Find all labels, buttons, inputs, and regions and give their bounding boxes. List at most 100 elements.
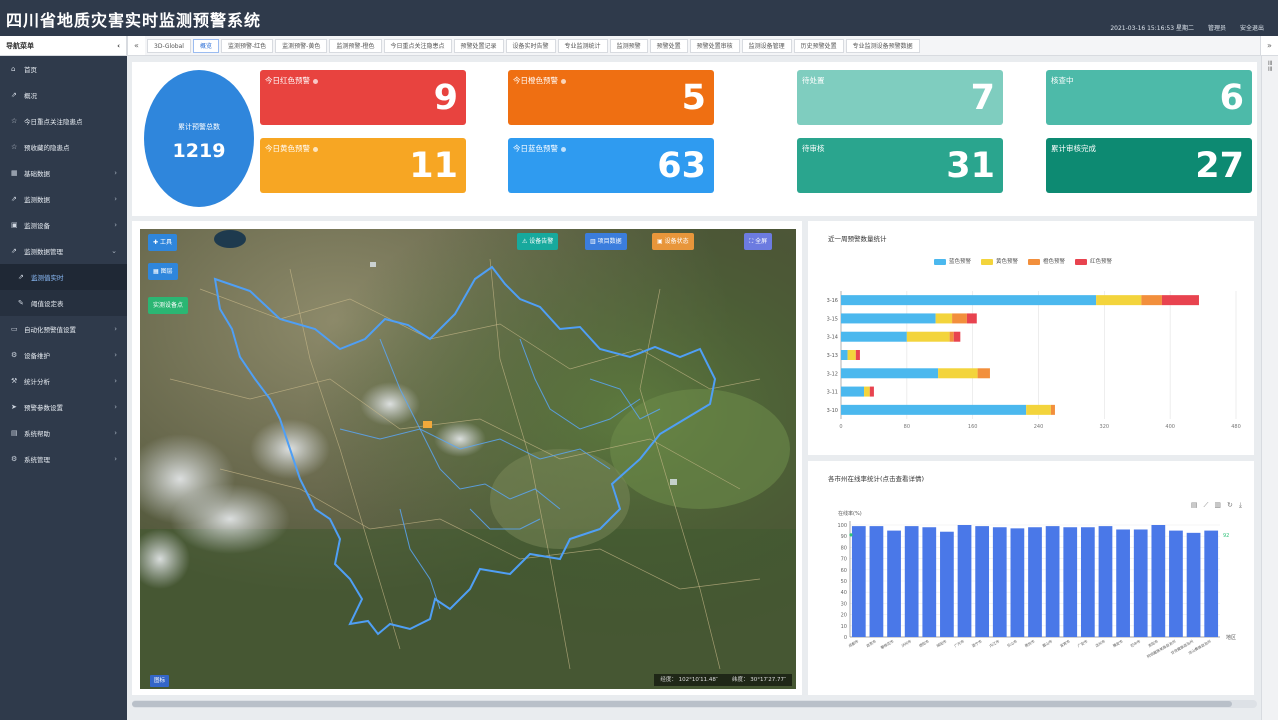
tab-4[interactable]: 监测预警-橙色 xyxy=(329,38,382,53)
collapse-icon[interactable]: ‹ xyxy=(117,41,120,50)
logout-link[interactable]: 安全退出 xyxy=(1239,25,1264,32)
stat-card-5[interactable]: 今日蓝色预警 63 xyxy=(508,138,714,193)
chart1-bar-segment[interactable] xyxy=(841,331,907,342)
stat-card-4[interactable]: 今日黄色预警 11 xyxy=(260,138,466,193)
legend-button[interactable]: 实测设备点 xyxy=(148,297,189,314)
chart2-bar[interactable] xyxy=(1098,526,1113,637)
tab-2[interactable]: 监测预警-红色 xyxy=(220,38,274,53)
chart1-bar-segment[interactable] xyxy=(906,331,950,342)
chart2-bar[interactable] xyxy=(957,525,972,637)
satellite-map[interactable]: ✚ 工具 ▦ 图层 实测设备点 ⚠ 设备告警 ▥ 项目数据 ▣ 设备状态 ⛶ 全… xyxy=(140,229,796,689)
chart1-bar-segment[interactable] xyxy=(952,313,967,324)
chart1-bar-segment[interactable] xyxy=(1141,295,1162,306)
chart1-bar-segment[interactable] xyxy=(841,368,939,379)
chart2-bar[interactable] xyxy=(1080,527,1095,637)
chart1-bar-segment[interactable] xyxy=(977,368,990,379)
chart1-bar-segment[interactable] xyxy=(953,331,961,342)
tab-5[interactable]: 今日重点关注隐患点 xyxy=(383,38,452,53)
chart1-bar-segment[interactable] xyxy=(1026,404,1051,415)
sidebar-item-0[interactable]: ⌂ 首页 xyxy=(0,56,127,82)
chart2-bar[interactable] xyxy=(869,526,884,637)
chart2-bar[interactable] xyxy=(940,531,954,637)
chart2-bar[interactable] xyxy=(1133,529,1148,637)
chart1-bar-segment[interactable] xyxy=(841,350,848,360)
device-status-button[interactable]: ▣ 设备状态 xyxy=(652,233,694,250)
chart2-bar[interactable] xyxy=(1169,530,1183,637)
sidebar-item-2[interactable]: ☆ 今日重点关注隐患点 xyxy=(0,108,127,134)
tab-9[interactable]: 监测预警 xyxy=(609,38,648,53)
fullscreen-button[interactable]: ⛶ 全屏 xyxy=(744,233,773,250)
chart2-title[interactable]: 各市州在线率统计(点击查看详情) xyxy=(828,475,925,483)
restore-icon[interactable]: ↻ xyxy=(1227,501,1233,509)
total-warnings-circle[interactable]: 累计预警总数 1219 xyxy=(144,70,254,207)
chart1-bar-segment[interactable] xyxy=(1161,295,1199,306)
chart2-bar[interactable] xyxy=(1010,528,1025,637)
chart1-bar-segment[interactable] xyxy=(841,295,1097,306)
chart1-bar-segment[interactable] xyxy=(841,386,865,397)
data-view-icon[interactable]: ▤ xyxy=(1190,501,1198,509)
tab-11[interactable]: 预警处置审核 xyxy=(689,38,740,53)
chart2-bar[interactable] xyxy=(992,527,1007,637)
tab-12[interactable]: 监测设备管理 xyxy=(741,38,792,53)
sidebar-item-12[interactable]: ⚒ 统计分析 › xyxy=(0,368,127,394)
gutter-menu-icon[interactable]: ≡≡ xyxy=(1266,60,1274,72)
chart1-bar-segment[interactable] xyxy=(966,313,977,324)
stat-card-0[interactable]: 今日红色预警 9 xyxy=(260,70,466,125)
tab-scroll-right-icon[interactable]: » xyxy=(1260,36,1278,55)
tab-10[interactable]: 预警处置 xyxy=(649,38,688,53)
layer-button[interactable]: ▦ 图层 xyxy=(148,263,178,280)
chart2-bar[interactable] xyxy=(1063,527,1078,637)
tab-7[interactable]: 设备实时告警 xyxy=(505,38,556,53)
sidebar-item-13[interactable]: ➤ 预警参数设置 › xyxy=(0,394,127,420)
legend-item-3[interactable]: 红色预警 xyxy=(1075,257,1112,265)
tab-scroll-left-icon[interactable]: « xyxy=(127,36,145,55)
horizontal-scrollbar[interactable] xyxy=(132,700,1257,708)
stat-card-1[interactable]: 今日橙色预警 5 xyxy=(508,70,714,125)
tab-1[interactable]: 概览 xyxy=(192,38,219,53)
chart1-bar-segment[interactable] xyxy=(869,386,874,397)
chart1-bar-segment[interactable] xyxy=(841,404,1027,415)
tool-button[interactable]: ✚ 工具 xyxy=(148,234,177,251)
sidebar-item-9[interactable]: ✎ 阈值设定表 xyxy=(0,290,127,316)
chart2-bar[interactable] xyxy=(887,530,901,637)
sidebar-item-8[interactable]: ⇗ 监测值实时 xyxy=(0,264,127,290)
chart1-canvas[interactable]: 0 80 160 240 320 400 480 3-16 3-15 3-14 3-13 3-12 3-… xyxy=(808,221,1254,455)
sidebar-item-7[interactable]: ⇗ 监测数据管理 ⌄ xyxy=(0,238,127,264)
line-chart-icon[interactable]: ⟋ xyxy=(1203,501,1209,509)
chart2-bar[interactable] xyxy=(1028,527,1042,637)
sidebar-item-6[interactable]: ▣ 监测设备 › xyxy=(0,212,127,238)
chart1-bar-segment[interactable] xyxy=(949,331,954,342)
chart1-bar-segment[interactable] xyxy=(841,313,936,324)
project-data-button[interactable]: ▥ 项目数据 xyxy=(585,233,627,250)
scroll-thumb[interactable] xyxy=(132,701,1232,707)
sidebar-item-4[interactable]: ▦ 基础数据 › xyxy=(0,160,127,186)
sidebar-item-15[interactable]: ⚙ 系统管理 › xyxy=(0,446,127,472)
bar-chart-icon[interactable]: ▥ xyxy=(1214,501,1222,509)
chart2-bar[interactable] xyxy=(904,526,919,637)
device-alarm-button[interactable]: ⚠ 设备告警 xyxy=(517,233,559,250)
chart1-bar-segment[interactable] xyxy=(847,350,856,360)
tab-14[interactable]: 专业监测设备预警数据 xyxy=(845,38,920,53)
tab-3[interactable]: 监测预警-黄色 xyxy=(275,38,328,53)
chart1-bar-segment[interactable] xyxy=(935,313,953,324)
sidebar-item-1[interactable]: ⇗ 概况 xyxy=(0,82,127,108)
tab-13[interactable]: 历史预警处置 xyxy=(793,38,844,53)
stat-card-7[interactable]: 累计审核完成 27 xyxy=(1046,138,1252,193)
legend-item-2[interactable]: 橙色预警 xyxy=(1028,257,1065,265)
chart2-bar[interactable] xyxy=(851,526,866,637)
sidebar-item-11[interactable]: ⚙ 设备维护 › xyxy=(0,342,127,368)
chart1-bar-segment[interactable] xyxy=(1050,404,1055,415)
chart1-bar-segment[interactable] xyxy=(1096,295,1142,306)
sidebar-item-14[interactable]: ▤ 系统帮助 › xyxy=(0,420,127,446)
legend-item-0[interactable]: 蓝色预警 xyxy=(934,257,971,265)
chart2-bar[interactable] xyxy=(1186,532,1201,637)
stat-card-6[interactable]: 待审核 31 xyxy=(797,138,1003,193)
chart1-bar-segment[interactable] xyxy=(855,350,860,360)
sidebar-item-5[interactable]: ⇗ 监测数据 › xyxy=(0,186,127,212)
sidebar-item-10[interactable]: ▭ 自动化预警值设置 › xyxy=(0,316,127,342)
tab-6[interactable]: 预警处置记录 xyxy=(453,38,504,53)
stat-card-2[interactable]: 待处置 7 xyxy=(797,70,1003,125)
user-link[interactable]: 管理员 xyxy=(1207,25,1226,32)
tab-8[interactable]: 专业监测统计 xyxy=(557,38,608,53)
